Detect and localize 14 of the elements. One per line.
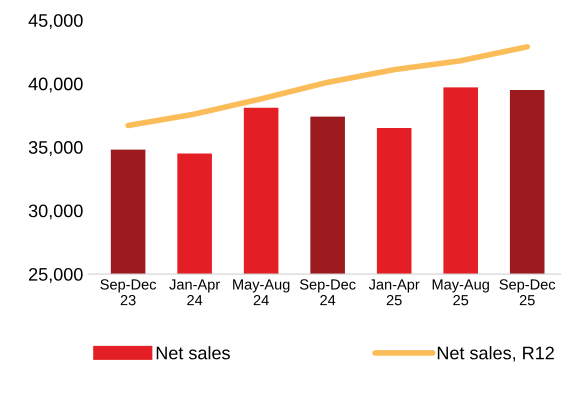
y-tick-label: 40,000 <box>28 78 83 92</box>
y-tick-label: 25,000 <box>29 268 83 283</box>
legend-label: Net sales <box>156 346 230 360</box>
x-tick-label: May-Aug 24 <box>233 279 290 306</box>
legend-label: Net sales, R12 <box>438 346 554 362</box>
x-tick-label: Jan-Apr 25 <box>368 279 420 306</box>
y-tick-label: 45,000 <box>28 14 83 30</box>
y-tick-label: 30,000 <box>28 204 83 220</box>
x-tick-label: Jan-Apr 24 <box>169 279 220 306</box>
x-tick-label: Sep-Dec 25 <box>500 279 556 306</box>
x-tick-label: Sep-Dec 23 <box>100 279 156 306</box>
x-tick-label: Sep-Dec 24 <box>300 279 356 306</box>
x-tick-label: May-Aug 25 <box>432 279 489 306</box>
y-tick-label: 35,000 <box>28 141 83 156</box>
